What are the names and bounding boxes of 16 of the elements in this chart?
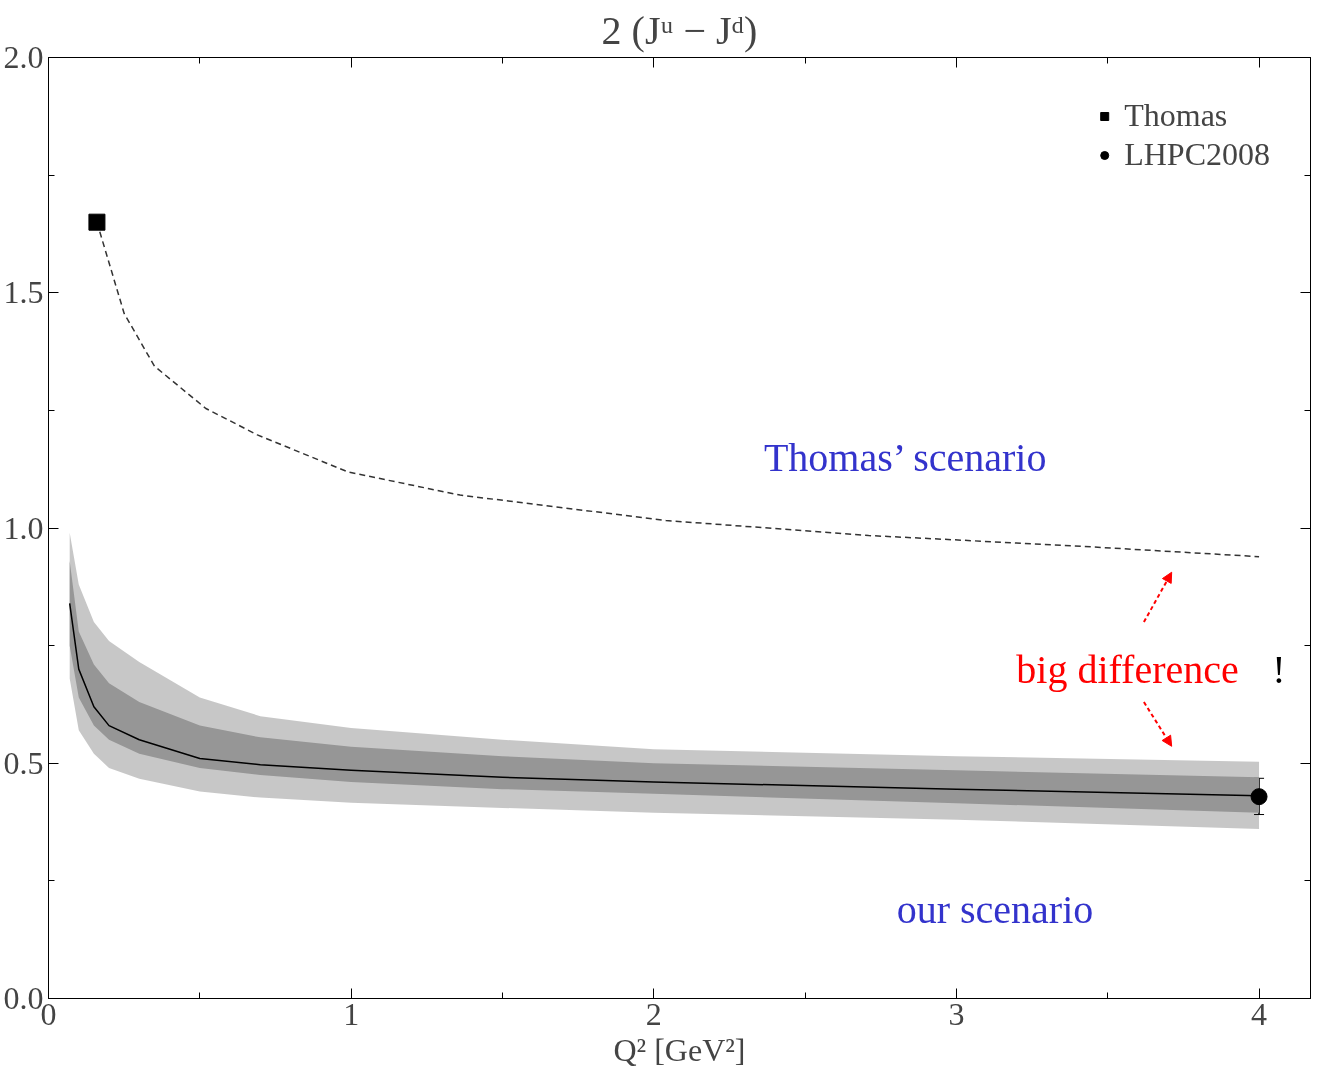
annotation: big difference bbox=[1016, 646, 1239, 692]
x-tick-label: 1 bbox=[343, 995, 360, 1032]
x-axis-title: Q² [GeV²] bbox=[613, 1031, 746, 1068]
legend-label: Thomas bbox=[1124, 97, 1228, 134]
y-tick-label: 0.5 bbox=[3, 744, 44, 781]
annotation: ! bbox=[1272, 646, 1286, 692]
x-tick-label: 2 bbox=[645, 995, 662, 1032]
y-tick-label: 1.0 bbox=[3, 509, 44, 546]
y-tick-label: 2.0 bbox=[3, 39, 44, 75]
annotation: Thomas’ scenario bbox=[763, 434, 1047, 480]
annotation: our scenario bbox=[896, 886, 1094, 932]
legend-label: LHPC2008 bbox=[1124, 136, 1270, 173]
x-tick-label: 4 bbox=[1251, 995, 1268, 1032]
chart-title: 2 (Jᵘ − Jᵈ) bbox=[601, 7, 758, 53]
x-tick-label: 3 bbox=[948, 995, 965, 1032]
y-tick-label: 1.5 bbox=[3, 274, 44, 311]
